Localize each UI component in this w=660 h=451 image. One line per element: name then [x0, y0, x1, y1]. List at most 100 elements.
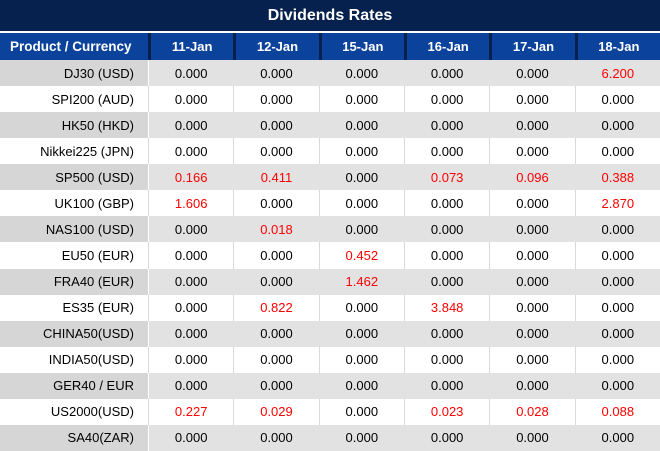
column-header-date: 17-Jan — [489, 33, 574, 60]
value-cell: 0.000 — [148, 320, 233, 347]
product-cell: SP500 (USD) — [0, 164, 148, 191]
table-header-row: Product / Currency 11-Jan 12-Jan 15-Jan 16-… — [0, 33, 660, 60]
value-cell: 0.000 — [260, 326, 293, 342]
value-cell: 0.000 — [148, 424, 233, 451]
value-cell: 0.029 — [233, 398, 318, 425]
value-cell: 0.028 — [489, 398, 574, 425]
value-cell: 0.000 — [516, 326, 549, 342]
value-cell: 0.000 — [345, 430, 379, 446]
value-cell: 0.000 — [233, 346, 318, 373]
value-cell: 0.000 — [318, 398, 404, 425]
value-cell: 0.000 — [148, 346, 233, 373]
product-cell: ES35 (EUR) — [62, 300, 134, 316]
value-cell: 0.000 — [516, 65, 549, 81]
value-cell: 0.000 — [148, 242, 233, 269]
value-cell: 0.000 — [318, 346, 404, 373]
column-header-product-currency: Product / Currency — [10, 39, 132, 54]
product-cell: HK50 (HKD) — [0, 112, 148, 139]
product-cell: GER40 / EUR — [0, 372, 148, 399]
value-cell: 0.000 — [430, 274, 464, 290]
table-row: SP500 (USD) 0.166 0.411 0.000 0.073 0.096 0.3… — [0, 164, 660, 191]
value-cell: 0.000 — [148, 294, 233, 321]
value-cell: 0.000 — [260, 274, 293, 290]
column-header-date: 11-Jan — [148, 33, 233, 60]
value-cell: 0.000 — [148, 138, 233, 165]
product-cell: DJ30 (USD) — [0, 60, 148, 87]
value-cell: 0.000 — [601, 274, 635, 290]
value-cell: 0.000 — [516, 430, 549, 446]
value-cell: 0.000 — [148, 216, 233, 243]
table-row: Nikkei225 (JPN) 0.000 0.000 0.000 0.000 0.00… — [0, 138, 660, 165]
value-cell: 0.000 — [345, 326, 379, 342]
value-cell: 0.000 — [318, 138, 404, 165]
table-row: CHINA50(USD) 0.000 0.000 0.000 0.000 0.000 0.… — [0, 320, 660, 347]
value-cell: 6.200 — [601, 65, 635, 81]
value-cell: 0.000 — [233, 86, 318, 113]
value-cell: 0.000 — [601, 117, 635, 133]
value-cell: 0.000 — [516, 274, 549, 290]
column-header-date: 15-Jan — [318, 33, 404, 60]
column-header-date: 18-Jan — [574, 33, 660, 60]
value-cell: 0.000 — [516, 117, 549, 133]
table-row: HK50 (HKD) 0.000 0.000 0.000 0.000 0.000 0.00… — [0, 112, 660, 139]
value-cell: 0.000 — [403, 242, 489, 269]
product-cell: EU50 (EUR) — [61, 247, 134, 263]
value-cell: 2.870 — [574, 190, 660, 217]
value-cell: 0.166 — [148, 164, 233, 191]
column-header-date: 16-Jan — [403, 33, 489, 60]
product-cell: SA40(ZAR) — [0, 424, 148, 451]
table-row: UK100 (GBP) 1.606 0.000 0.000 0.000 0.000 2.8… — [0, 190, 660, 217]
value-cell: 0.000 — [489, 86, 574, 113]
value-cell: 0.000 — [403, 346, 489, 373]
column-header-date: 12-Jan — [233, 33, 318, 60]
value-cell: 0.000 — [430, 221, 464, 237]
product-cell: SPI200 (AUD) — [51, 91, 134, 107]
table-row: DJ30 (USD) 0.000 0.000 0.000 0.000 0.000 6.20… — [0, 60, 660, 87]
table-row: INDIA50(USD) 0.000 0.000 0.000 0.000 0.000 0.… — [0, 346, 660, 373]
value-cell: 0.023 — [403, 398, 489, 425]
value-cell: 0.000 — [345, 65, 379, 81]
table-row: SA40(ZAR) 0.000 0.000 0.000 0.000 0.000 0.000 — [0, 424, 660, 451]
value-cell: 0.452 — [318, 242, 404, 269]
value-cell: 1.462 — [345, 274, 379, 290]
value-cell: 0.000 — [489, 138, 574, 165]
value-cell: 0.000 — [345, 117, 379, 133]
value-cell: 0.000 — [489, 190, 574, 217]
value-cell: 0.000 — [430, 430, 464, 446]
value-cell: 0.000 — [574, 138, 660, 165]
product-cell: UK100 (GBP) — [54, 195, 134, 211]
value-cell: 0.000 — [318, 86, 404, 113]
value-cell: 0.000 — [345, 221, 379, 237]
table-row: SPI200 (AUD) 0.000 0.000 0.000 0.000 0.000 0.… — [0, 86, 660, 113]
table-row: US2000(USD) 0.227 0.029 0.000 0.023 0.028 0.0… — [0, 398, 660, 425]
table-row: ES35 (EUR) 0.000 0.822 0.000 3.848 0.000 0.00… — [0, 294, 660, 321]
product-cell: NAS100 (USD) — [0, 216, 148, 243]
value-cell: 0.000 — [601, 430, 635, 446]
product-cell: Nikkei225 (JPN) — [40, 143, 134, 159]
value-cell: 0.000 — [148, 86, 233, 113]
value-cell: 0.822 — [233, 294, 318, 321]
value-cell: 0.000 — [318, 190, 404, 217]
product-cell: FRA40 (EUR) — [0, 268, 148, 295]
value-cell: 0.411 — [260, 169, 293, 185]
value-cell: 0.088 — [574, 398, 660, 425]
value-cell: 0.000 — [260, 117, 293, 133]
product-cell: US2000(USD) — [50, 404, 134, 420]
value-cell: 0.018 — [260, 221, 293, 237]
value-cell: 0.000 — [233, 190, 318, 217]
value-cell: 0.000 — [430, 326, 464, 342]
table-row: EU50 (EUR) 0.000 0.000 0.452 0.000 0.000 0.00… — [0, 242, 660, 269]
product-cell: CHINA50(USD) — [0, 320, 148, 347]
value-cell: 0.073 — [430, 169, 464, 185]
value-cell: 0.000 — [601, 378, 635, 394]
value-cell: 0.000 — [489, 294, 574, 321]
value-cell: 0.000 — [318, 294, 404, 321]
value-cell: 0.000 — [601, 326, 635, 342]
value-cell: 0.000 — [430, 117, 464, 133]
value-cell: 1.606 — [148, 190, 233, 217]
value-cell: 0.000 — [148, 112, 233, 139]
product-cell: INDIA50(USD) — [48, 352, 134, 368]
value-cell: 0.000 — [148, 268, 233, 295]
value-cell: 0.227 — [148, 398, 233, 425]
